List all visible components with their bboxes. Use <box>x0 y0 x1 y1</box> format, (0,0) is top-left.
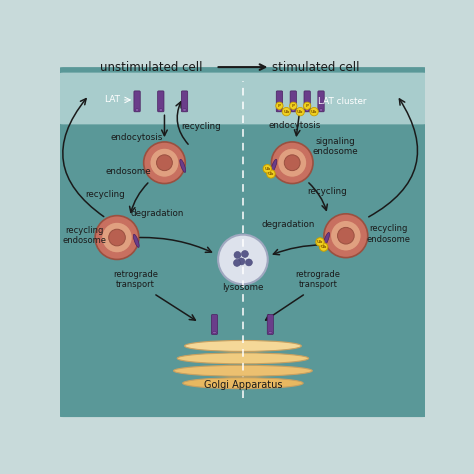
Ellipse shape <box>271 159 277 173</box>
Circle shape <box>234 259 240 266</box>
Text: stimulated cell: stimulated cell <box>272 61 360 73</box>
FancyBboxPatch shape <box>49 68 437 416</box>
Text: recycling
endosome: recycling endosome <box>62 226 106 246</box>
Circle shape <box>272 142 313 183</box>
Ellipse shape <box>319 109 323 111</box>
Circle shape <box>290 102 297 109</box>
Ellipse shape <box>184 340 301 351</box>
Circle shape <box>310 108 319 116</box>
Circle shape <box>324 214 368 258</box>
Text: Ub: Ub <box>320 245 327 249</box>
Text: Ub: Ub <box>297 109 303 114</box>
Text: endosome: endosome <box>105 167 151 176</box>
Ellipse shape <box>182 109 186 111</box>
Text: LAT cluster: LAT cluster <box>318 97 366 106</box>
Ellipse shape <box>292 109 295 111</box>
Circle shape <box>319 243 328 251</box>
Circle shape <box>246 259 252 266</box>
Text: endocytosis: endocytosis <box>111 133 163 142</box>
Circle shape <box>278 148 307 177</box>
Circle shape <box>330 220 361 251</box>
Text: recycling: recycling <box>307 187 347 196</box>
FancyBboxPatch shape <box>276 91 283 112</box>
Circle shape <box>296 108 304 116</box>
Ellipse shape <box>177 353 309 364</box>
Circle shape <box>303 102 311 109</box>
Circle shape <box>316 238 324 246</box>
FancyBboxPatch shape <box>304 91 310 112</box>
FancyBboxPatch shape <box>54 73 432 124</box>
Text: unstimulated cell: unstimulated cell <box>100 61 203 73</box>
Circle shape <box>267 170 275 178</box>
Text: recycling
endosome: recycling endosome <box>367 224 411 244</box>
Circle shape <box>284 155 300 171</box>
Text: P: P <box>278 104 281 108</box>
Text: retrograde
transport: retrograde transport <box>295 270 340 289</box>
Circle shape <box>156 155 173 171</box>
Ellipse shape <box>173 365 312 376</box>
Circle shape <box>234 252 241 258</box>
Circle shape <box>337 228 354 244</box>
FancyBboxPatch shape <box>290 91 296 112</box>
Text: degradation: degradation <box>130 209 184 218</box>
Circle shape <box>282 108 291 116</box>
Ellipse shape <box>180 159 186 173</box>
Ellipse shape <box>135 109 139 111</box>
Text: P: P <box>306 104 309 108</box>
Text: Ub: Ub <box>317 240 323 244</box>
Circle shape <box>102 222 132 253</box>
Text: Ub: Ub <box>283 109 290 114</box>
Text: signaling
endosome: signaling endosome <box>312 137 358 156</box>
Ellipse shape <box>324 232 329 246</box>
Text: lysosome: lysosome <box>222 283 264 292</box>
FancyBboxPatch shape <box>134 91 140 112</box>
Ellipse shape <box>213 331 216 334</box>
Circle shape <box>95 216 139 259</box>
Circle shape <box>276 102 283 109</box>
Text: Golgi Apparatus: Golgi Apparatus <box>204 380 282 391</box>
Text: degradation: degradation <box>262 220 315 229</box>
Text: recycling: recycling <box>85 191 125 200</box>
Ellipse shape <box>277 109 282 111</box>
FancyBboxPatch shape <box>318 91 324 112</box>
Circle shape <box>241 251 248 257</box>
Text: P: P <box>292 104 295 108</box>
Circle shape <box>150 148 179 177</box>
FancyBboxPatch shape <box>211 315 218 335</box>
Text: recycling: recycling <box>181 122 221 131</box>
Text: Ub: Ub <box>264 167 271 171</box>
FancyBboxPatch shape <box>182 91 188 112</box>
Text: retrograde
transport: retrograde transport <box>113 270 158 289</box>
Ellipse shape <box>182 378 303 389</box>
Circle shape <box>144 142 185 183</box>
Ellipse shape <box>159 109 163 111</box>
FancyBboxPatch shape <box>158 91 164 112</box>
Ellipse shape <box>305 109 309 111</box>
Circle shape <box>218 235 268 284</box>
Circle shape <box>263 164 272 173</box>
Circle shape <box>109 229 125 246</box>
Text: Ub: Ub <box>268 172 274 176</box>
Ellipse shape <box>133 234 139 247</box>
FancyBboxPatch shape <box>267 315 273 335</box>
Circle shape <box>238 258 245 265</box>
Text: endocytosis: endocytosis <box>269 121 321 130</box>
Text: LAT: LAT <box>104 95 120 104</box>
Text: Ub: Ub <box>311 109 317 114</box>
Ellipse shape <box>268 331 272 334</box>
